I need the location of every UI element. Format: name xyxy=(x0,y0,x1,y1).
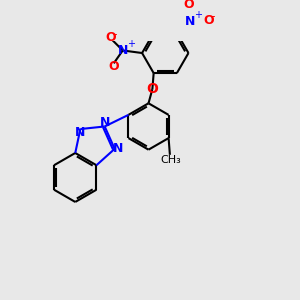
Text: O: O xyxy=(146,82,158,96)
Text: -: - xyxy=(113,28,117,41)
Text: -: - xyxy=(210,11,215,23)
Text: N: N xyxy=(118,44,128,57)
Text: CH₃: CH₃ xyxy=(160,155,181,165)
Text: O: O xyxy=(203,14,214,27)
Text: +: + xyxy=(194,10,202,20)
Text: O: O xyxy=(105,31,116,44)
Text: O: O xyxy=(108,60,119,73)
Text: +: + xyxy=(127,39,135,49)
Text: N: N xyxy=(113,142,123,155)
Text: N: N xyxy=(75,126,85,140)
Text: N: N xyxy=(100,116,110,129)
Text: O: O xyxy=(183,0,194,11)
Text: N: N xyxy=(184,15,195,28)
